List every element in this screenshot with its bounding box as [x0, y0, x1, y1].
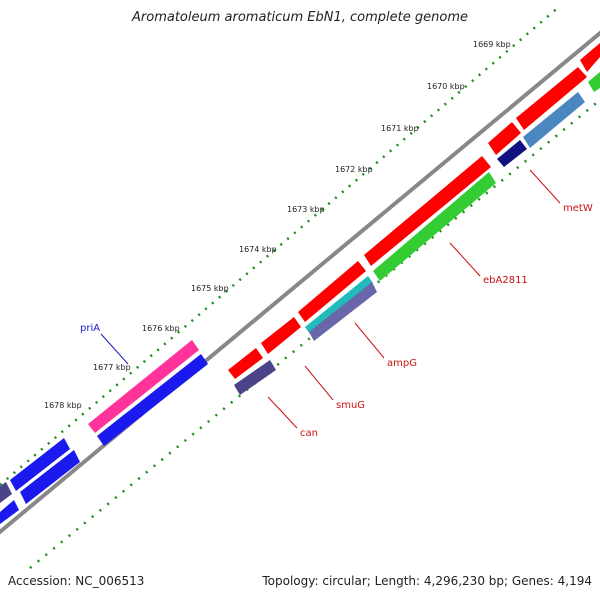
gene-red-6[interactable] [261, 317, 301, 354]
gene-purple-can[interactable] [234, 360, 276, 395]
tick-label-1671: 1671 kbp [381, 124, 419, 133]
tick-label-1673: 1673 kbp [287, 205, 325, 214]
tick-label-1677: 1677 kbp [93, 363, 131, 372]
outer-tick-track [0, 5, 561, 486]
leader-pria [100, 333, 129, 365]
gene-label-eba2811: ebA2811 [483, 275, 528, 286]
gene-teal-1[interactable] [305, 276, 373, 334]
gene-green-ebA2811[interactable] [373, 172, 496, 281]
gene-purple-1[interactable] [0, 482, 12, 503]
tick-label-1674: 1674 kbp [239, 245, 277, 254]
gene-label-pria: priA [80, 323, 100, 334]
map-title: Aromatoleum aromaticum EbN1, complete ge… [132, 10, 468, 25]
gene-red-1[interactable] [580, 43, 600, 72]
gene-label-metw: metW [563, 203, 593, 214]
gene-green-1[interactable] [588, 72, 600, 92]
tick-label-1669: 1669 kbp [473, 40, 511, 49]
leader-metw [529, 169, 561, 204]
leader-lines [100, 169, 561, 429]
gene-red-7[interactable] [228, 348, 263, 379]
tick-label-1670: 1670 kbp [427, 82, 465, 91]
leader-ampg [354, 322, 385, 359]
outer-genes [0, 43, 600, 503]
gene-purple-ampG[interactable] [309, 282, 377, 341]
accession-text: Accession: NC_006513 [8, 574, 145, 588]
inner-genes [0, 72, 600, 524]
tick-label-1675: 1675 kbp [191, 284, 229, 293]
gene-label-can: can [300, 428, 318, 439]
genome-backbone [0, 30, 600, 535]
tick-label-1678: 1678 kbp [44, 401, 82, 410]
gene-red-3[interactable] [488, 122, 521, 155]
gene-blue-1[interactable] [10, 438, 70, 491]
leader-eba2811 [449, 242, 481, 277]
leader-can [267, 396, 298, 429]
gene-red-5[interactable] [298, 261, 366, 322]
gene-red-4[interactable] [364, 156, 491, 266]
tick-label-1676: 1676 kbp [142, 324, 180, 333]
gene-label-smug: smuG [336, 400, 365, 411]
tick-label-1672: 1672 kbp [335, 165, 373, 174]
gene-steel-1[interactable] [523, 92, 585, 148]
gene-navy-1[interactable] [497, 140, 527, 167]
gene-pink-pria[interactable] [88, 340, 199, 433]
gene-label-ampg: ampG [387, 358, 417, 369]
gene-blue-3[interactable] [20, 450, 80, 504]
genome-summary-text: Topology: circular; Length: 4,296,230 bp… [262, 574, 592, 588]
gene-blue-4[interactable] [0, 500, 19, 524]
gene-red-2[interactable] [516, 67, 587, 130]
leader-smug [304, 365, 334, 401]
gene-blue-2[interactable] [97, 354, 208, 446]
